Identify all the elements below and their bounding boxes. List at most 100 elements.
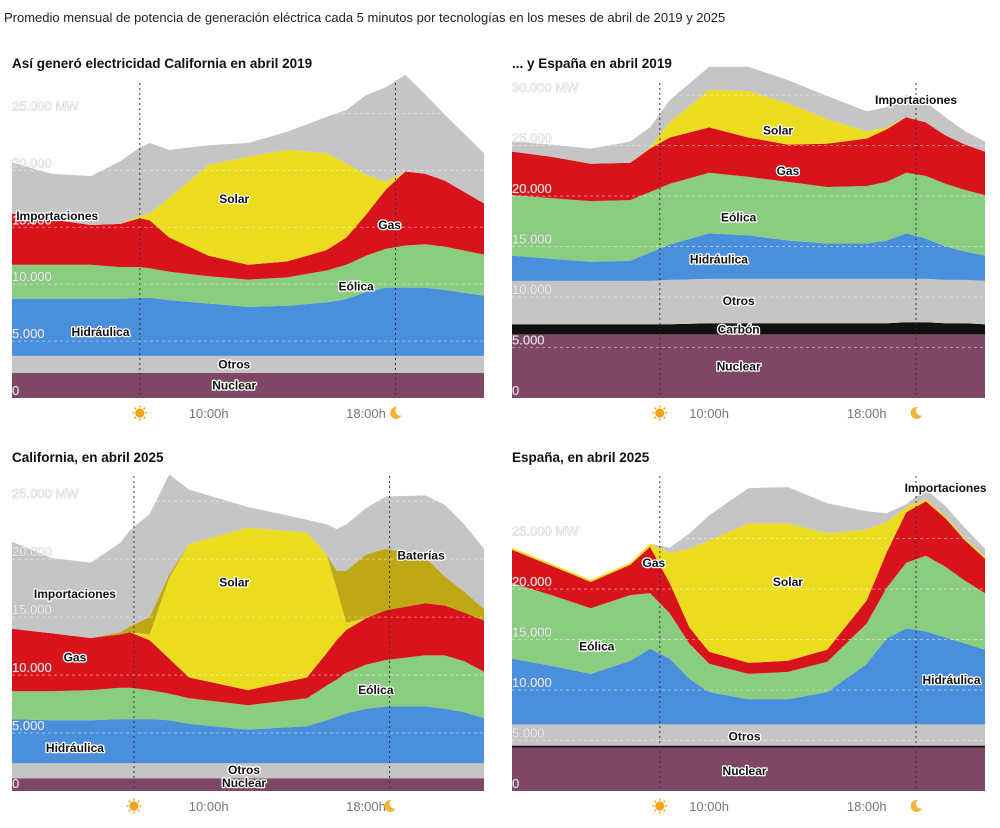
area-hidraulica-es2019 [512,233,985,281]
x-tick-label-es2025-0: 10:00h [689,799,729,814]
y-tick-label-ca2025-0: 0 [12,776,19,791]
series-label-importaciones-ca2025: Importaciones [34,587,116,601]
y-tick-label-es2019-2: 10.000 [512,282,552,297]
y-tick-label-ca2019-3: 15.000 [12,212,52,227]
series-label-baterias-ca2025: Baterías [397,549,445,563]
x-tick-label-ca2025-0: 10:00h [189,799,229,814]
area-hidraulica-es2025 [512,628,985,725]
area-gas-es2025 [512,501,985,674]
area-eolica-es2019 [512,172,985,262]
y-tick-label-es2025-5: 25.000 MW [512,524,579,539]
moon-icon [910,406,923,419]
title-california-2025: California, en abril 2025 [12,450,164,465]
sun-icon [126,798,142,814]
area-solar-ca2025 [12,527,484,691]
series-label-otros-es2025: Otros [729,729,761,743]
y-tick-label-ca2019-2: 10.000 [12,269,52,284]
y-tick-label-ca2025-4: 20.000 [12,544,52,559]
y-tick-label-es2025-1: 5.000 [512,726,545,741]
x-tick-label-es2019-0: 10:00h [689,406,729,421]
area-carbon-es2025 [512,745,985,748]
area-solar-es2025 [512,499,985,663]
chart-subtitle: Promedio mensual de potencia de generaci… [4,10,726,25]
title-espana-2019: ... y España en abril 2019 [512,56,672,71]
y-tick-label-ca2025-3: 15.000 [12,602,52,617]
area-solar-ca2019 [12,149,484,265]
series-label-importaciones-es2025: Importaciones [905,481,987,495]
y-tick-label-ca2019-5: 25.000 MW [12,98,79,113]
series-label-importaciones-es2019: Importaciones [875,93,957,107]
series-label-eolica-ca2025: Eólica [358,683,394,697]
sun-icon [132,405,148,421]
y-tick-label-ca2025-5: 25.000 MW [12,486,79,501]
area-eolica-ca2025 [12,655,484,730]
sun-icon [652,798,668,814]
y-tick-label-es2025-2: 10.000 [512,675,552,690]
area-gas-es2019 [512,117,985,202]
y-tick-label-es2025-4: 20.000 [512,574,552,589]
area-eolica-es2025 [512,555,985,700]
area-carbon-es2019 [512,322,985,335]
series-label-otros-ca2019: Otros [218,357,250,371]
chart-es2025: 0 5.000 10.000 15.000 20.000 25.000 MW 10:00h 1… [512,476,988,814]
y-tick-label-ca2019-0: 0 [12,383,19,398]
series-label-gas-es2019: Gas [777,164,800,178]
series-label-solar-ca2025: Solar [219,575,249,589]
series-label-solar-ca2019: Solar [219,192,249,206]
series-label-eolica-ca2019: Eólica [338,279,374,293]
series-label-nuclear-es2025: Nuclear [723,764,767,778]
series-label-solar-es2025: Solar [773,575,803,589]
chart-es2019: 0 5.000 10.000 15.000 20.000 25.000 30.000 MW 1… [512,66,985,421]
series-label-hidraulica-ca2025: Hidráulica [46,741,104,755]
series-label-eolica-es2025: Eólica [579,640,615,654]
x-tick-label-ca2025-1: 18:00h [346,799,386,814]
area-nuclear-ca2019 [12,373,484,398]
series-label-gas-ca2025: Gas [64,651,87,665]
area-importaciones-ca2025 [12,474,484,638]
moon-icon [384,799,396,812]
area-importaciones-ca2019 [12,74,484,225]
y-tick-label-es2025-0: 0 [512,776,519,791]
x-tick-label-ca2019-0: 10:00h [189,406,229,421]
y-tick-label-ca2019-1: 5.000 [12,326,45,341]
series-label-eolica-es2019: Eólica [721,210,757,224]
y-tick-label-es2019-3: 15.000 [512,232,552,247]
moon-icon [910,799,923,812]
area-hidraulica-ca2019 [12,287,484,356]
series-label-hidraulica-ca2019: Hidráulica [71,325,129,339]
area-hidraulica-ca2025 [12,706,484,764]
series-label-importaciones-ca2019: Importaciones [16,209,98,223]
area-importaciones-es2019 [512,66,985,164]
area-eolica-ca2019 [12,244,484,307]
series-label-nuclear-ca2025: Nuclear [222,776,266,790]
sun-icon [652,405,668,421]
title-california-2019: Así generó electricidad California en ab… [12,56,313,71]
series-label-nuclear-ca2019: Nuclear [212,378,256,392]
x-tick-label-ca2019-1: 18:00h [346,406,386,421]
series-label-gas-es2025: Gas [643,556,666,570]
y-tick-label-es2019-4: 20.000 [512,181,552,196]
series-label-gas-ca2019: Gas [378,218,401,232]
series-label-nuclear-es2019: Nuclear [717,360,761,374]
chart-ca2025: 0 5.000 10.000 15.000 20.000 25.000 MW 10:00h 1… [12,474,484,814]
area-nuclear-es2019 [512,334,985,398]
area-otros-ca2025 [12,763,484,779]
area-baterias-ca2025 [12,527,484,638]
x-tick-label-es2025-1: 18:00h [847,799,887,814]
y-tick-label-ca2025-2: 10.000 [12,660,52,675]
y-tick-label-es2019-1: 5.000 [512,333,545,348]
chart-ca2019: 0 5.000 10.000 15.000 20.000 25.000 MW 10:00h 1… [12,74,484,421]
area-otros-es2019 [512,278,985,325]
area-nuclear-ca2025 [12,778,484,791]
y-tick-label-ca2025-1: 5.000 [12,718,45,733]
y-tick-label-es2019-0: 0 [512,383,519,398]
series-label-solar-es2019: Solar [763,123,793,137]
y-tick-label-es2019-6: 30.000 MW [512,80,579,95]
area-nuclear-es2025 [512,747,985,791]
area-gas-ca2025 [12,603,484,706]
series-label-hidraulica-es2025: Hidráulica [922,673,980,687]
series-label-carbon-es2019: Carbón [718,322,760,336]
x-tick-label-es2019-1: 18:00h [847,406,887,421]
title-espana-2025: España, en abril 2025 [512,450,650,465]
area-otros-ca2019 [12,355,484,373]
